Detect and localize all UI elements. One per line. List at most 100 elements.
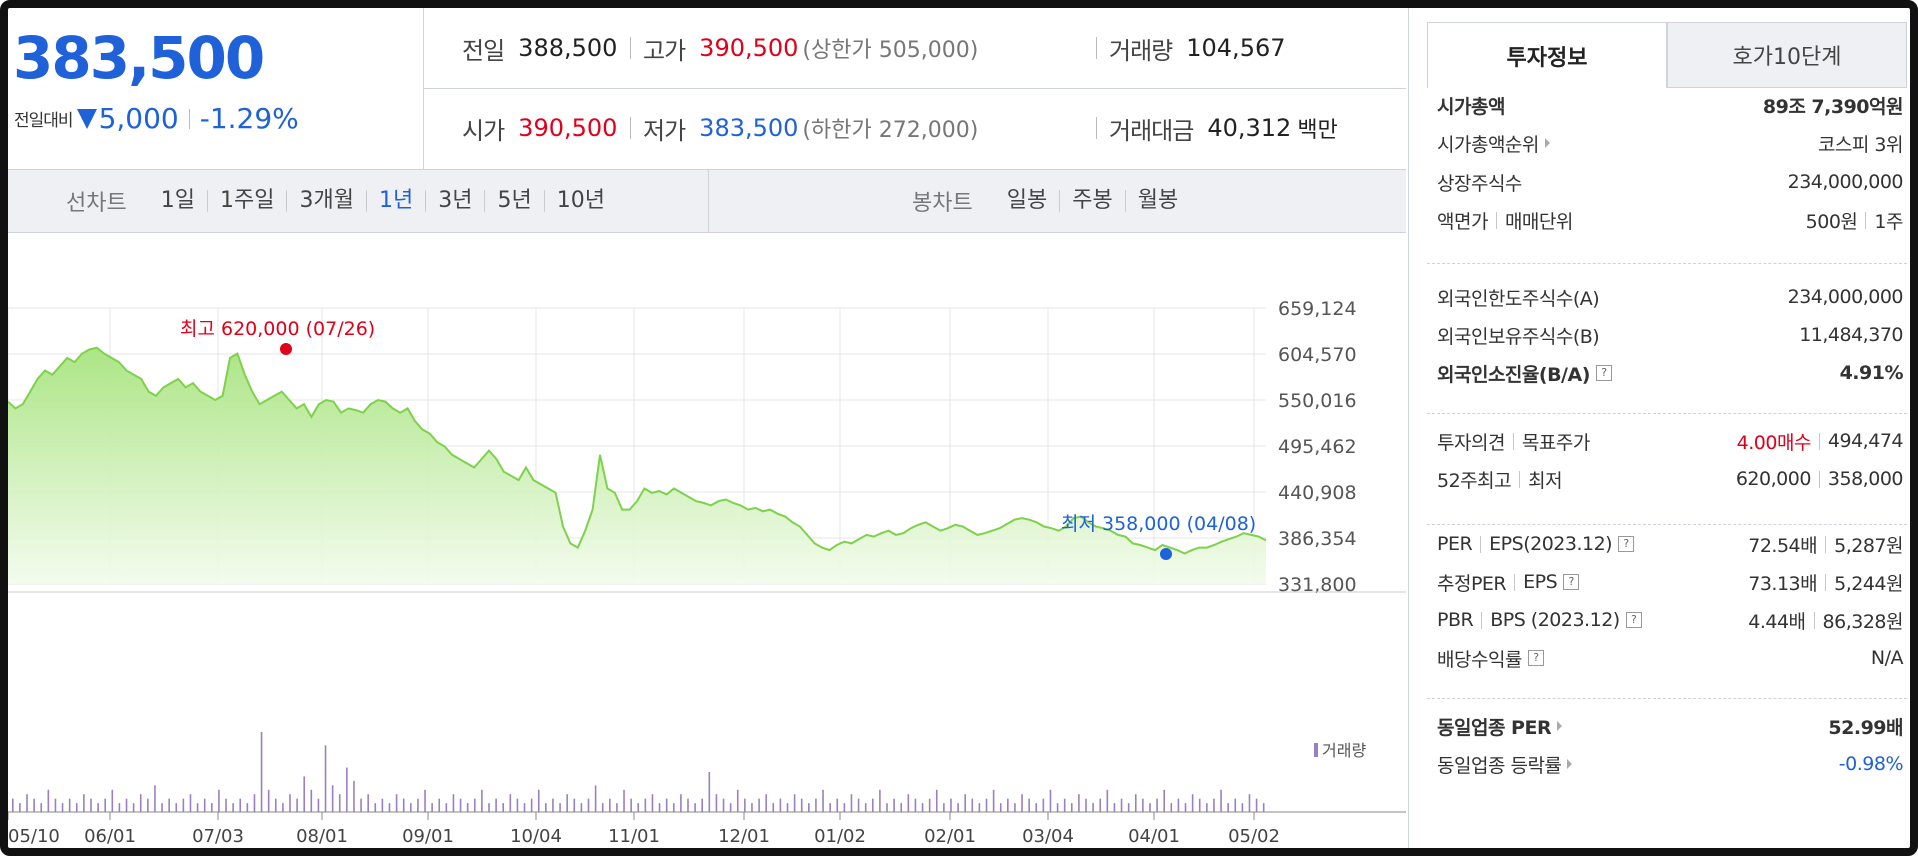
help-icon[interactable]: ? bbox=[1563, 574, 1580, 590]
volume-bar bbox=[132, 803, 135, 812]
high-value: 390,500 bbox=[699, 34, 799, 62]
volume-bar bbox=[1035, 803, 1038, 812]
volume-bar bbox=[473, 798, 476, 812]
volume-bar bbox=[552, 798, 554, 812]
volume-bar bbox=[687, 798, 689, 812]
volume-bar bbox=[1021, 794, 1023, 812]
volume-bar bbox=[545, 803, 547, 812]
period-3y[interactable]: 3년 bbox=[426, 190, 486, 212]
volume-bar bbox=[1070, 803, 1073, 812]
volume-bar bbox=[850, 794, 853, 812]
chevron-right-icon[interactable] bbox=[1557, 721, 1563, 731]
price-chart-svg: 659,124 604,570 550,016 495,462 440,908 386,3… bbox=[8, 298, 1406, 847]
volume-bar bbox=[282, 803, 284, 812]
divider bbox=[708, 170, 709, 232]
volume-bar bbox=[950, 798, 952, 812]
volume-bar bbox=[1042, 798, 1045, 812]
volume-bar bbox=[609, 798, 611, 812]
volume-bar bbox=[871, 798, 874, 812]
info-label-secondary: BPS (2023.12) bbox=[1490, 609, 1620, 631]
volume-bar bbox=[40, 803, 43, 812]
down-triangle-icon bbox=[76, 108, 97, 129]
period-10y[interactable]: 10년 bbox=[556, 188, 605, 213]
period-3m[interactable]: 3개월 bbox=[287, 190, 367, 212]
low-price: 저가 383,500 (하한가 272,000) bbox=[630, 88, 978, 168]
info-label: 외국인한도주식수(A) bbox=[1437, 287, 1600, 310]
volume-bar bbox=[125, 798, 128, 812]
volume-bar bbox=[246, 803, 249, 812]
chevron-right-icon[interactable] bbox=[1567, 759, 1573, 769]
volume-bar bbox=[388, 803, 391, 812]
volume-legend-swatch bbox=[1314, 743, 1318, 757]
line-chart-title: 선차트 bbox=[66, 191, 127, 216]
volume-bar bbox=[1241, 803, 1244, 812]
volume-bar bbox=[33, 798, 35, 812]
candle-weekly[interactable]: 주봉 bbox=[1060, 190, 1126, 212]
volume-bar bbox=[26, 794, 28, 812]
prev-close-value: 388,500 bbox=[518, 34, 618, 62]
chevron-right-icon[interactable] bbox=[1544, 138, 1550, 148]
info-label: 배당수익률 bbox=[1437, 648, 1522, 671]
volume-bar bbox=[808, 803, 810, 812]
info-label-secondary: EPS bbox=[1523, 571, 1558, 593]
volume-bar bbox=[466, 803, 469, 812]
x-tick-label: 01/02 bbox=[814, 826, 866, 847]
volume-bar bbox=[1092, 803, 1094, 812]
period-1w[interactable]: 1주일 bbox=[208, 190, 288, 212]
volume-bar bbox=[744, 798, 746, 812]
volume-bar bbox=[374, 803, 377, 812]
volume-bar bbox=[289, 794, 291, 812]
period-1d[interactable]: 1일 bbox=[149, 190, 208, 212]
volume-bar bbox=[459, 798, 462, 812]
volume-bar bbox=[779, 798, 782, 812]
volume-bar bbox=[331, 785, 334, 812]
volume-bar bbox=[786, 803, 789, 812]
volume-bar bbox=[637, 803, 640, 812]
price-box: 383,500 전일대비 5,000 -1.29% bbox=[8, 8, 424, 170]
info-row: 추정PER EPS? 73.13배 5,244원 bbox=[1427, 563, 1907, 601]
info-label: 추정PER bbox=[1437, 572, 1507, 595]
volume-bar bbox=[502, 803, 505, 812]
volume-bar bbox=[317, 798, 320, 812]
lower-limit: (하한가 272,000) bbox=[802, 118, 979, 143]
help-icon[interactable]: ? bbox=[1618, 536, 1635, 552]
high-price: 고가 390,500 (상한가 505,000) bbox=[630, 8, 978, 88]
volume-bar bbox=[54, 798, 57, 812]
volume-bar bbox=[218, 789, 220, 812]
divider bbox=[188, 108, 190, 129]
tab-investment-info[interactable]: 투자정보 bbox=[1427, 22, 1667, 88]
info-value: -0.98% bbox=[1838, 753, 1904, 775]
x-tick-label: 07/03 bbox=[192, 826, 244, 847]
volume-bar bbox=[523, 803, 526, 812]
candle-daily[interactable]: 일봉 bbox=[995, 190, 1061, 212]
period-5y[interactable]: 5년 bbox=[485, 190, 545, 212]
high-label: 고가 bbox=[643, 36, 686, 65]
help-icon[interactable]: ? bbox=[1527, 650, 1544, 666]
info-row: 외국인보유주식수(B) 11,484,370 bbox=[1427, 316, 1907, 354]
volume-bar bbox=[694, 803, 696, 812]
help-icon[interactable]: ? bbox=[1625, 612, 1642, 628]
volume-bar bbox=[495, 798, 497, 812]
volume-bar bbox=[445, 803, 448, 812]
info-value: 4.91% bbox=[1839, 362, 1904, 384]
volume-bar bbox=[1213, 798, 1215, 812]
y-axis: 659,124 604,570 550,016 495,462 440,908 386,3… bbox=[8, 298, 1406, 596]
info-value: 72.54배 bbox=[1748, 534, 1818, 557]
y-tick-label: 331,800 bbox=[1278, 574, 1357, 596]
volume-bar bbox=[978, 803, 981, 812]
volume-bar bbox=[239, 798, 242, 812]
tab-order-book[interactable]: 호가10단계 bbox=[1667, 22, 1907, 88]
info-label: 동일업종 등락률 bbox=[1437, 754, 1562, 777]
period-1y[interactable]: 1년 bbox=[367, 190, 427, 212]
volume-bar bbox=[1191, 794, 1194, 812]
candle-monthly[interactable]: 월봉 bbox=[1137, 188, 1179, 213]
volume-bar bbox=[324, 745, 327, 812]
help-icon[interactable]: ? bbox=[1595, 365, 1612, 381]
volume-bar bbox=[1049, 789, 1052, 812]
change-value: 5,000 bbox=[98, 102, 179, 135]
volume-bar bbox=[943, 803, 945, 812]
volume-bar bbox=[594, 785, 597, 812]
volume-bar bbox=[1106, 789, 1109, 812]
info-label: PER bbox=[1437, 533, 1473, 555]
